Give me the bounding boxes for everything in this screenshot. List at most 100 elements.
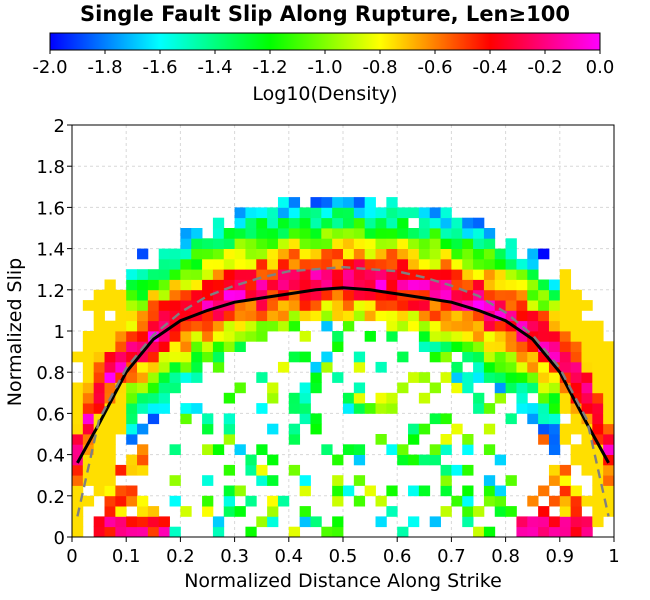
heatmap-cell (93, 300, 105, 311)
heatmap-cell (505, 248, 517, 260)
heatmap-cell (104, 516, 116, 528)
heatmap-cell (408, 434, 420, 445)
heatmap-cell (223, 269, 235, 280)
heatmap-cell (267, 248, 279, 260)
heatmap-cell (137, 279, 149, 291)
heatmap-cell (462, 258, 474, 270)
heatmap-cell (72, 423, 84, 435)
heatmap-cell (137, 351, 149, 363)
heatmap-cell (234, 331, 246, 342)
heatmap-cell (256, 289, 268, 301)
heatmap-cell (603, 475, 615, 486)
heatmap-cell (158, 310, 170, 322)
dashed-series-line (76, 265, 610, 517)
heatmap-cell (288, 434, 301, 445)
heatmap-cell (93, 351, 105, 363)
heatmap-cell (429, 310, 441, 322)
heatmap-cell (277, 217, 290, 229)
heatmap-cell (603, 495, 615, 507)
colorbar-tick-label: -1.2 (252, 57, 287, 78)
heatmap-cell (353, 403, 366, 414)
heatmap-cell (375, 434, 387, 445)
heatmap-cell (408, 279, 420, 291)
heatmap-cell (82, 495, 95, 507)
heatmap-cell (169, 495, 181, 507)
heatmap-cell (386, 506, 398, 517)
heatmap-cell (169, 279, 181, 291)
heatmap-cell (386, 310, 398, 322)
x-tick-label: 0 (66, 546, 77, 567)
heatmap-cell (299, 475, 311, 486)
heatmap-cell (180, 351, 192, 363)
heatmap-cell (137, 300, 149, 311)
heatmap-cell (462, 320, 474, 332)
y-tick-label: 1.4 (36, 240, 65, 261)
heatmap-cell (375, 228, 387, 239)
heatmap-cell (343, 217, 355, 229)
heatmap-cell (277, 258, 290, 270)
x-axis-label: Normalized Distance Along Strike (184, 570, 502, 592)
heatmap-cell (126, 495, 138, 507)
heatmap-cell (267, 475, 279, 486)
heatmap-cell (451, 228, 463, 239)
heatmap-cell (191, 248, 203, 260)
heatmap-cell (299, 310, 311, 322)
heatmap-cell (180, 248, 192, 260)
heatmap-cell (310, 217, 322, 229)
heatmap-cell (592, 495, 604, 507)
heatmap-cell (570, 300, 582, 311)
heatmap-cell (473, 258, 485, 270)
heatmap-cell (494, 248, 506, 260)
heatmap-cell (592, 444, 604, 455)
heatmap-cell (343, 279, 355, 291)
heatmap-cell (104, 341, 116, 352)
heatmap-cell (397, 279, 409, 291)
heatmap-cell (310, 310, 322, 322)
heatmap-cell (538, 361, 550, 373)
heatmap-cell (581, 444, 593, 455)
heatmap-cell (559, 382, 572, 394)
heatmap-cell (234, 269, 246, 280)
heatmap-cell (418, 300, 431, 311)
heatmap-cell (332, 197, 344, 208)
heatmap-cell (440, 444, 452, 455)
heatmap-cell (451, 289, 463, 301)
heatmap-cell (288, 207, 301, 219)
heatmap-cell (137, 248, 149, 260)
heatmap-cell (440, 228, 452, 239)
heatmap-cell (169, 289, 181, 301)
heatmap-cell (343, 444, 355, 455)
heatmap-cell (581, 392, 593, 404)
heatmap-cell (494, 331, 506, 342)
x-tick-label: 1 (608, 546, 619, 567)
heatmap-cell (483, 258, 496, 270)
heatmap-cell (169, 248, 181, 260)
heatmap-cell (212, 351, 225, 363)
heatmap-cell (473, 341, 485, 352)
heatmap-cell (180, 279, 192, 291)
heatmap-cell (538, 506, 550, 517)
heatmap-cell (72, 444, 84, 455)
heatmap-cell (126, 351, 138, 363)
heatmap-cell (505, 300, 517, 311)
heatmap-cell (115, 495, 127, 507)
heatmap-cell (548, 526, 561, 538)
heatmap-cell (343, 289, 355, 301)
heatmap-cell (559, 495, 572, 507)
heatmap-cell (93, 382, 105, 394)
heatmap-cell (104, 454, 116, 466)
heatmap-cell (548, 289, 561, 301)
heatmap-cell (104, 300, 116, 311)
heatmap-cell (310, 269, 322, 280)
heatmap-cell (538, 434, 550, 445)
heatmap-cell (212, 248, 225, 260)
heatmap-cell (418, 279, 431, 291)
heatmap-cell (386, 197, 398, 208)
heatmap-cell (180, 372, 192, 383)
heatmap-cell (180, 331, 192, 342)
heatmap-cell (267, 217, 279, 229)
heatmap-cell (169, 341, 181, 352)
heatmap-cell (483, 300, 496, 311)
heatmap-cell (343, 228, 355, 239)
heatmap-cell (494, 382, 506, 394)
